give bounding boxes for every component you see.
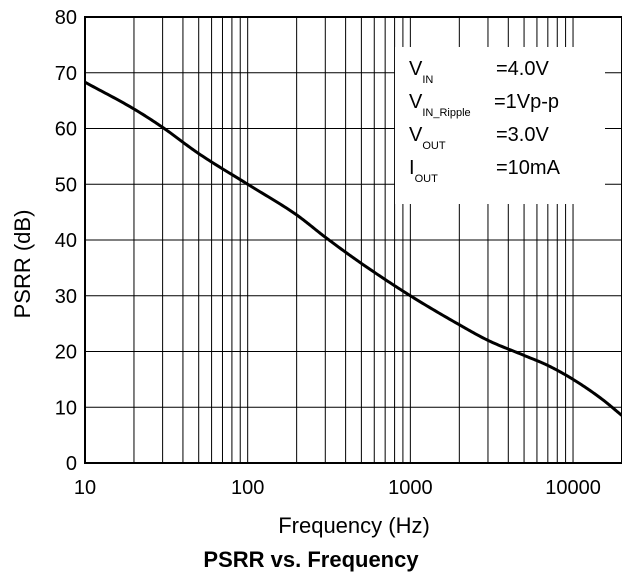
y-tick-label: 20: [55, 342, 77, 364]
annotation-value: =10mA: [496, 157, 561, 179]
y-tick-label: 10: [55, 397, 77, 419]
plot-frame: [84, 16, 622, 464]
y-tick-label: 80: [55, 7, 77, 29]
x-axis-label: Frequency (Hz): [278, 513, 430, 538]
x-tick-labels: 10 100 1000 10000: [74, 477, 601, 499]
y-tick-label: 0: [66, 453, 77, 475]
x-tick-label: 1000: [388, 477, 433, 499]
y-tick-label: 60: [55, 119, 77, 141]
annotation-value: =4.0V: [496, 58, 549, 80]
annotation-box: [395, 47, 605, 204]
chart-title: PSRR vs. Frequency: [203, 547, 419, 572]
annotation-label: IOUT: [409, 157, 438, 185]
y-axis-label: PSRR (dB): [10, 210, 35, 319]
y-tick-label: 30: [55, 286, 77, 308]
plot-border: [84, 16, 622, 464]
y-tick-labels: 0 10 20 30 40 50 60 70 80: [55, 7, 77, 475]
annotation-background: [395, 47, 605, 204]
annotation-label: VIN_Ripple: [409, 91, 471, 119]
annotation-label: VIN: [409, 58, 433, 86]
x-tick-label: 10000: [545, 477, 601, 499]
y-tick-label: 50: [55, 174, 77, 196]
y-tick-label: 70: [55, 63, 77, 85]
x-tick-label: 10: [74, 477, 96, 499]
annotation-value: =1Vp-p: [494, 91, 559, 113]
psrr-series-line: [84, 80, 622, 417]
annotation-label: VOUT: [409, 124, 446, 152]
x-tick-label: 100: [231, 477, 264, 499]
series-group: [84, 80, 622, 417]
y-tick-label: 40: [55, 230, 77, 252]
annotation-value: =3.0V: [496, 124, 549, 146]
annotation-text: VIN =4.0V VIN_Ripple =1Vp-p VOUT =3.0V IOUT =10…: [409, 58, 561, 185]
